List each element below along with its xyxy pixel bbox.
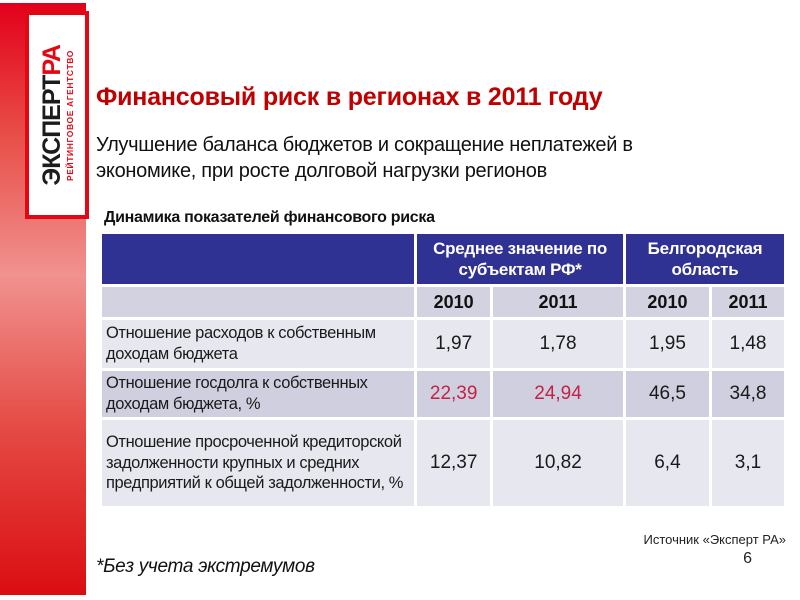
slide-content: Финансовый риск в регионах в 2011 году У…: [96, 0, 796, 509]
brand-sidebar: ЭКСПЕРТРА РЕЙТИНГОВОЕ АГЕНТСТВО: [0, 3, 89, 595]
year-header: 2010: [417, 287, 491, 317]
header-group-rf: Среднее значение по субъектам РФ*: [417, 234, 623, 284]
year-label-cell: [102, 287, 415, 317]
cell-value-highlighted: 22,39: [417, 371, 491, 417]
cell-value: 6,4: [625, 420, 709, 506]
cell-value: 1,78: [493, 320, 623, 368]
cell-value: 1,48: [712, 320, 784, 368]
footnote: *Без учета экстремумов: [96, 556, 315, 577]
logo-brand-name: ЭКСПЕРТ: [37, 75, 66, 186]
financial-risk-table: Среднее значение по субъектам РФ* Белгор…: [99, 231, 787, 509]
cell-value: 3,1: [712, 420, 784, 506]
source-attribution: Источник «Эксперт РА»: [643, 532, 787, 547]
logo-tagline: РЕЙТИНГОВОЕ АГЕНТСТВО: [64, 49, 75, 181]
logo-brand-text: ЭКСПЕРТРА: [37, 44, 66, 186]
expert-ra-logo: ЭКСПЕРТРА РЕЙТИНГОВОЕ АГЕНТСТВО: [25, 11, 89, 219]
cell-value: 34,8: [712, 371, 784, 417]
subtitle-text: Улучшение баланса бюджетов и сокращение …: [96, 134, 633, 182]
cell-value: 1,97: [417, 320, 491, 368]
year-header: 2011: [493, 287, 623, 317]
cell-value: 1,95: [625, 320, 709, 368]
table-group-header-row: Среднее значение по субъектам РФ* Белгор…: [102, 234, 784, 284]
cell-value: 46,5: [625, 371, 709, 417]
header-label-cell: [102, 234, 415, 284]
year-header: 2010: [625, 287, 709, 317]
table-caption: Динамика показателей финансового риска: [104, 209, 435, 226]
cell-value-highlighted: 24,94: [493, 371, 623, 417]
row-label: Отношение расходов к собственным доходам…: [102, 320, 415, 368]
cell-value: 12,37: [417, 420, 491, 506]
cell-value: 10,82: [493, 420, 623, 506]
header-group-belgorod: Белгородская область: [625, 234, 784, 284]
table-year-header-row: 2010 2011 2010 2011: [102, 287, 784, 317]
table-row: Отношение госдолга к собственных доходам…: [102, 371, 784, 417]
page-title: Финансовый риск в регионах в 2011 году: [96, 83, 603, 111]
row-label: Отношение просроченной кредиторской задо…: [102, 420, 415, 506]
row-label: Отношение госдолга к собственных доходам…: [102, 371, 415, 417]
table-row: Отношение расходов к собственным доходам…: [102, 320, 784, 368]
year-header: 2011: [712, 287, 784, 317]
page-number: 6: [743, 550, 752, 567]
table-row: Отношение просроченной кредиторской задо…: [102, 420, 784, 506]
logo-brand-accent: РА: [37, 44, 66, 76]
